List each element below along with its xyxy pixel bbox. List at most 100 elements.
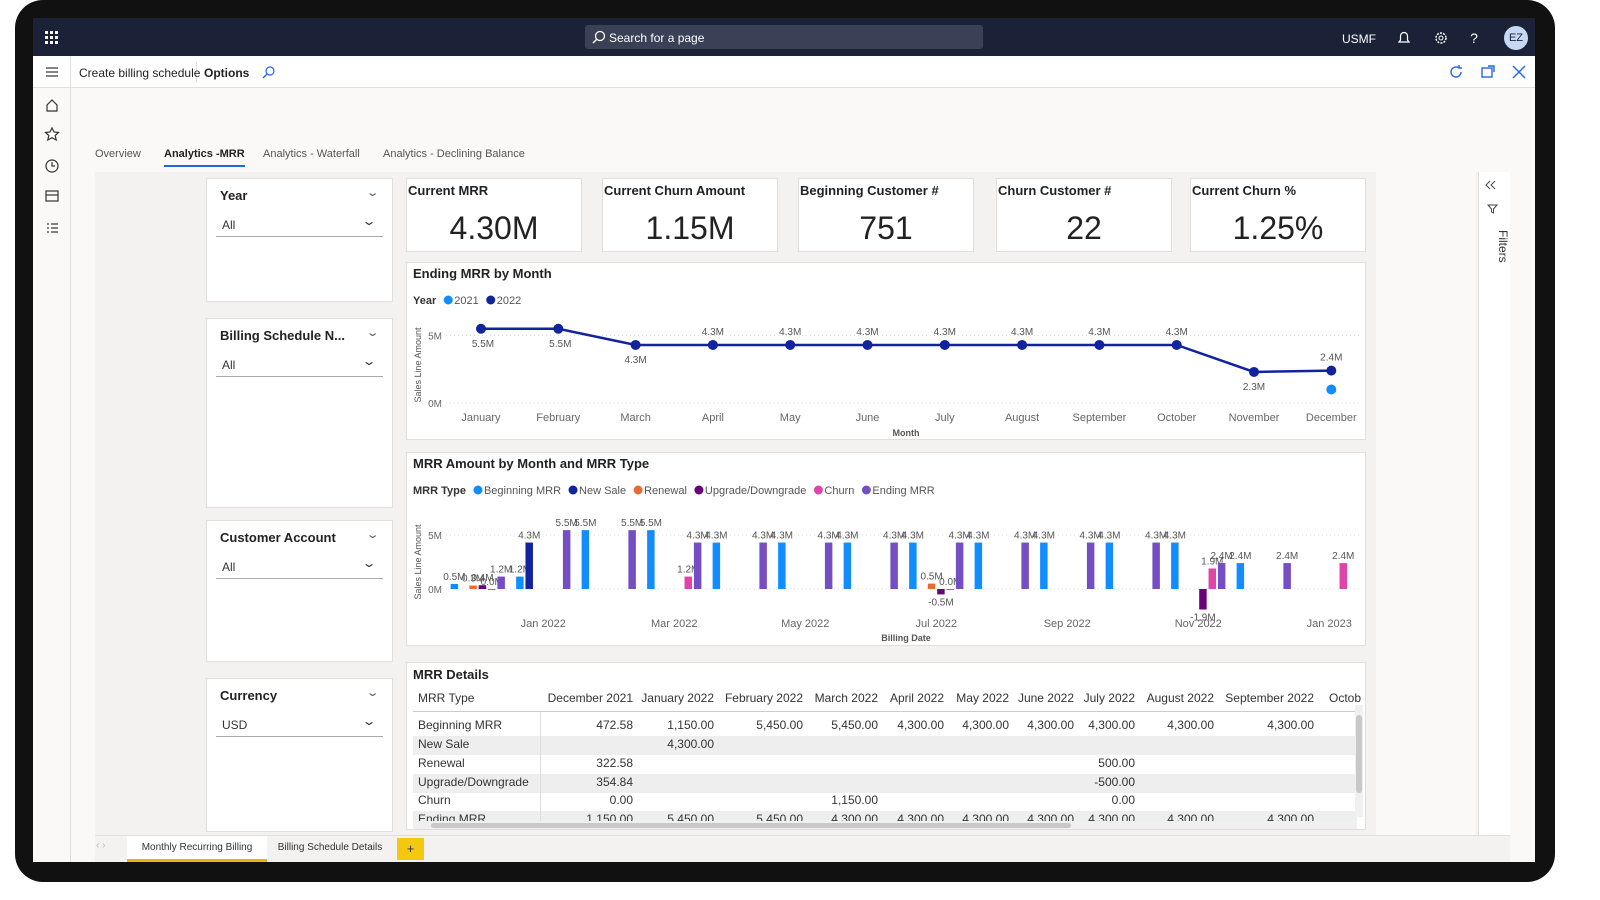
chart-panel xyxy=(406,262,1366,440)
table-cell: 4,300.00 xyxy=(1088,718,1135,732)
tab[interactable]: Overview xyxy=(95,148,141,160)
table-cell: Beginning MRR xyxy=(418,718,503,732)
table-cell: 4,300.00 xyxy=(1027,718,1074,732)
card-value: 751 xyxy=(859,210,913,246)
table-cell: 500.00 xyxy=(1098,756,1135,770)
slicer-dropdown[interactable] xyxy=(216,353,383,377)
action-bar xyxy=(33,56,1535,88)
slicer-chevron[interactable]: ⌄ xyxy=(365,687,380,699)
avatar[interactable]: EZ xyxy=(1504,26,1528,50)
slicer-chevron[interactable]: ⌄ xyxy=(365,187,380,199)
slicer-dropdown-chevron[interactable]: ⌄ xyxy=(361,556,377,570)
table-cell: 0.00 xyxy=(609,793,633,807)
page-tab[interactable]: Monthly Recurring Billing xyxy=(127,836,267,862)
slicer-title: Currency xyxy=(220,688,278,703)
card-label: Churn Customer # xyxy=(998,183,1112,198)
company[interactable]: USMF xyxy=(1342,32,1376,46)
card xyxy=(798,178,974,252)
table-cell: 1,150.00 xyxy=(667,718,714,732)
card xyxy=(1190,178,1366,252)
slicer-value: All xyxy=(222,560,236,574)
table-title: MRR Details xyxy=(413,667,489,682)
card xyxy=(406,178,582,252)
tab-scroll[interactable]: ‹ › xyxy=(96,840,106,851)
slicer-chevron[interactable]: ⌄ xyxy=(365,327,380,339)
card-value: 22 xyxy=(1066,210,1102,246)
slicer-dropdown[interactable] xyxy=(216,213,383,237)
slicer-panel xyxy=(206,678,393,832)
table-panel: MRR Details MRR Type December 2021 January … xyxy=(406,662,1366,830)
action-item[interactable]: Options xyxy=(204,66,250,80)
table-cell: -500.00 xyxy=(1094,775,1135,789)
card-label: Current Churn Amount xyxy=(604,183,746,198)
slicer-dropdown-chevron[interactable]: ⌄ xyxy=(361,214,377,228)
filters-pane[interactable] xyxy=(1478,172,1510,835)
v-scroll-thumb[interactable] xyxy=(1356,715,1362,793)
table-cell: 5,450.00 xyxy=(756,718,803,732)
slicer-panel xyxy=(206,318,393,508)
add-page-button[interactable]: + xyxy=(397,838,424,860)
bottom-tab-bar xyxy=(95,835,1510,862)
header-rule xyxy=(413,711,1357,712)
search-icon xyxy=(592,30,606,44)
filters-icons[interactable] xyxy=(1484,178,1500,218)
slicer-value: All xyxy=(222,218,236,232)
slicer-dropdown-chevron[interactable]: ⌄ xyxy=(361,714,377,728)
slicer-chevron[interactable]: ⌄ xyxy=(365,529,380,541)
window-icons[interactable] xyxy=(1448,63,1528,81)
column-header: MRR Type xyxy=(418,691,475,705)
table-cell: 354.84 xyxy=(596,775,633,789)
nav-icons[interactable] xyxy=(44,64,64,239)
table-cell: 322.58 xyxy=(596,756,633,770)
card-value: 1.15M xyxy=(645,210,735,246)
search-placeholder: Search for a page xyxy=(609,31,705,45)
column-header: April 2022 xyxy=(889,691,944,705)
tab[interactable]: Analytics - Waterfall xyxy=(263,148,360,160)
column-header: January 2022 xyxy=(641,691,714,705)
action-item[interactable]: Create billing schedule xyxy=(79,66,201,80)
table-cell: 4,300.00 xyxy=(667,737,714,751)
column-header: September 2022 xyxy=(1225,691,1314,705)
search-box[interactable] xyxy=(585,25,983,49)
tab[interactable]: Analytics - Declining Balance xyxy=(383,148,525,160)
tab[interactable]: Analytics -MRR xyxy=(164,148,245,167)
slicer-title: Customer Account xyxy=(220,530,336,545)
nav-divider xyxy=(70,56,71,862)
table-cell: 5,450.00 xyxy=(831,718,878,732)
slicer-title: Year xyxy=(220,188,248,203)
slicer-dropdown[interactable] xyxy=(216,713,383,737)
app-launcher[interactable] xyxy=(44,30,60,46)
slicer-value: All xyxy=(222,358,236,372)
h-scroll-thumb[interactable] xyxy=(431,823,1071,828)
table-cell: 4,300.00 xyxy=(897,718,944,732)
page-tab[interactable]: Billing Schedule Details xyxy=(277,842,383,853)
table-cell: New Sale xyxy=(418,737,470,751)
column-header: Octob xyxy=(1328,691,1361,705)
svg-text:?: ? xyxy=(1470,30,1478,46)
column-header: February 2022 xyxy=(724,691,803,705)
slicer-title: Billing Schedule N... xyxy=(220,328,345,343)
slicer-dropdown-chevron[interactable]: ⌄ xyxy=(361,354,377,368)
column-header: March 2022 xyxy=(814,691,878,705)
slicer-dropdown[interactable] xyxy=(216,555,383,579)
card xyxy=(996,178,1172,252)
filters-label[interactable]: Filters xyxy=(1496,230,1510,263)
slicer-panel xyxy=(206,178,393,302)
table-cell: 0.00 xyxy=(1111,793,1135,807)
action-search[interactable] xyxy=(262,65,276,79)
column-header: August 2022 xyxy=(1146,691,1214,705)
card-value: 1.25% xyxy=(1232,210,1324,246)
slicer-panel xyxy=(206,520,393,662)
card xyxy=(602,178,778,252)
slicer-value: USD xyxy=(222,718,248,732)
table-cell: 1,150.00 xyxy=(831,793,878,807)
table-cell: 4,300.00 xyxy=(1267,718,1314,732)
row-band xyxy=(413,774,1357,793)
canvas-margin xyxy=(1376,172,1476,835)
column-header: December 2021 xyxy=(547,691,633,705)
card-label: Beginning Customer # xyxy=(800,183,939,198)
table-cell: 4,300.00 xyxy=(1167,718,1214,732)
top-icons[interactable]: ? xyxy=(1396,30,1496,46)
table-cell: Churn xyxy=(418,793,451,807)
